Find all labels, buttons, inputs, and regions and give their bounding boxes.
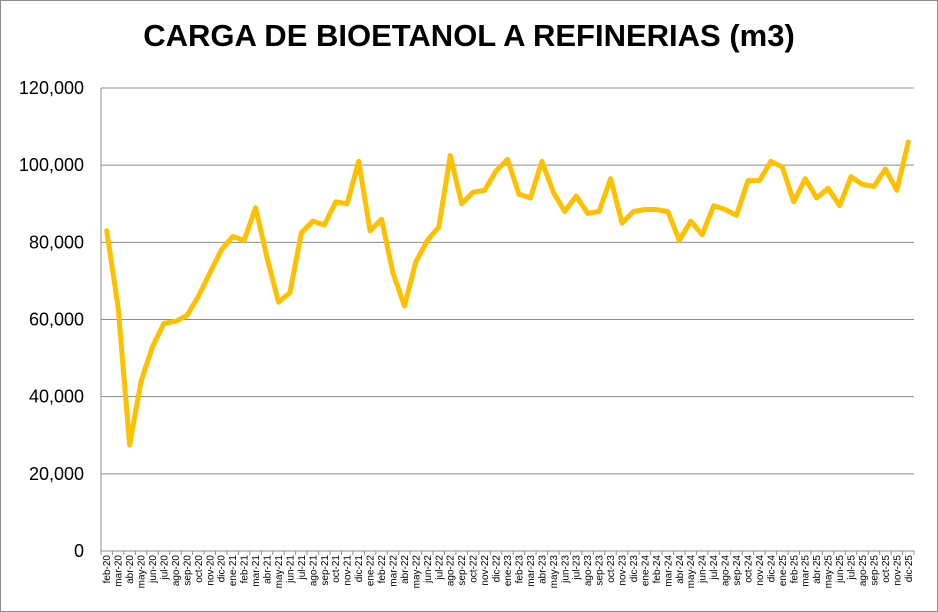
- x-tick-label: dic-25: [904, 555, 915, 583]
- y-tick-label: 40,000: [29, 387, 84, 407]
- x-tick-label: jul-23: [572, 555, 583, 581]
- x-tick-label: mar-25: [801, 555, 812, 587]
- x-tick-label: may-20: [137, 555, 148, 589]
- x-tick-label: jun-22: [423, 555, 434, 584]
- x-tick-label: ago-21: [308, 555, 319, 587]
- x-tick-label: nov-24: [755, 555, 766, 586]
- x-tick-label: ene-24: [640, 555, 651, 587]
- x-tick-label: mar-20: [114, 555, 125, 587]
- x-tick-label: jul-20: [159, 555, 170, 581]
- x-tick-label: abr-25: [812, 555, 823, 584]
- x-tick-label: ene-25: [778, 555, 789, 587]
- chart-title: CARGA DE BIOETANOL A REFINERIAS (m3): [143, 18, 795, 53]
- x-tick-label: may-21: [274, 555, 285, 589]
- x-tick-label: jun-20: [148, 555, 159, 584]
- x-tick-label: oct-20: [194, 555, 205, 583]
- x-tick-label: oct-25: [881, 555, 892, 583]
- x-tick-label: nov-21: [343, 555, 354, 586]
- x-tick-label: sep-22: [457, 555, 468, 586]
- x-axis-tick-labels: feb-20 mar-20 abr-20 may-20 jun-20 jul-20 ago-…: [102, 555, 915, 589]
- x-tick-label: sep-25: [869, 555, 880, 586]
- x-tick-label: oct-21: [331, 555, 342, 583]
- y-tick-label: 0: [74, 541, 84, 561]
- x-tick-label: dic-23: [629, 555, 640, 583]
- x-tick-label: nov-20: [205, 555, 216, 586]
- x-tick-label: jul-24: [709, 555, 720, 581]
- x-tick-label: sep-23: [595, 555, 606, 586]
- x-tick-label: mar-23: [526, 555, 537, 587]
- y-tick-label: 20,000: [29, 464, 84, 484]
- x-tick-label: ago-24: [721, 555, 732, 587]
- x-tick-label: sep-24: [732, 555, 743, 586]
- x-tick-label: sep-20: [182, 555, 193, 586]
- x-tick-label: oct-23: [606, 555, 617, 583]
- x-tick-label: may-24: [686, 555, 697, 589]
- series-line: [104, 139, 911, 448]
- x-tick-label: dic-24: [766, 555, 777, 583]
- x-tick-label: ago-25: [858, 555, 869, 587]
- x-tick-label: dic-22: [492, 555, 503, 583]
- gridlines: [101, 87, 914, 475]
- x-tick-label: jul-22: [434, 555, 445, 581]
- x-tick-label: ene-22: [366, 555, 377, 587]
- x-tick-label: jun-21: [285, 555, 296, 584]
- series-group: [104, 139, 911, 448]
- x-tick-label: ago-20: [171, 555, 182, 587]
- x-tick-label: may-23: [549, 555, 560, 589]
- x-tick-label: abr-23: [537, 555, 548, 584]
- x-tick-label: mar-21: [251, 555, 262, 587]
- x-tick-label: jun-25: [835, 555, 846, 584]
- x-tick-label: feb-25: [789, 555, 800, 584]
- x-tick-label: abr-20: [125, 555, 136, 584]
- x-tick-label: may-25: [824, 555, 835, 589]
- x-tick-label: ago-23: [583, 555, 594, 587]
- x-tick-label: ene-23: [503, 555, 514, 587]
- x-tick-label: nov-22: [480, 555, 491, 586]
- x-tick-label: feb-21: [240, 555, 251, 584]
- y-tick-label: 100,000: [19, 155, 84, 175]
- x-tick-label: feb-22: [377, 555, 388, 584]
- x-tick-label: feb-20: [102, 555, 113, 584]
- x-tick-label: may-22: [411, 555, 422, 589]
- x-tick-label: jul-21: [297, 555, 308, 581]
- x-tick-label: jul-25: [847, 555, 858, 581]
- x-tick-label: abr-24: [675, 555, 686, 584]
- x-tick-label: dic-20: [217, 555, 228, 583]
- x-tick-label: oct-22: [469, 555, 480, 583]
- x-tick-label: mar-22: [388, 555, 399, 587]
- x-tick-label: jun-24: [698, 555, 709, 584]
- x-tick-label: abr-22: [400, 555, 411, 584]
- x-tick-label: feb-23: [514, 555, 525, 584]
- y-axis-tick-labels: 0 20,000 40,000 60,000 80,000 100,000 120,000: [19, 78, 84, 561]
- y-tick-label: 120,000: [19, 78, 84, 98]
- axes: [100, 88, 915, 555]
- x-tick-label: sep-21: [320, 555, 331, 586]
- x-tick-label: ago-22: [446, 555, 457, 587]
- x-tick-label: jun-23: [560, 555, 571, 584]
- x-tick-label: mar-24: [663, 555, 674, 587]
- y-tick-label: 80,000: [29, 232, 84, 252]
- x-tick-label: feb-24: [652, 555, 663, 584]
- x-tick-label: nov-23: [618, 555, 629, 586]
- x-tick-label: dic-21: [354, 555, 365, 583]
- x-tick-label: ene-21: [228, 555, 239, 587]
- x-tick-label: abr-21: [263, 555, 274, 584]
- x-tick-label: oct-24: [743, 555, 754, 583]
- x-tick-label: nov-25: [892, 555, 903, 586]
- y-tick-label: 60,000: [29, 310, 84, 330]
